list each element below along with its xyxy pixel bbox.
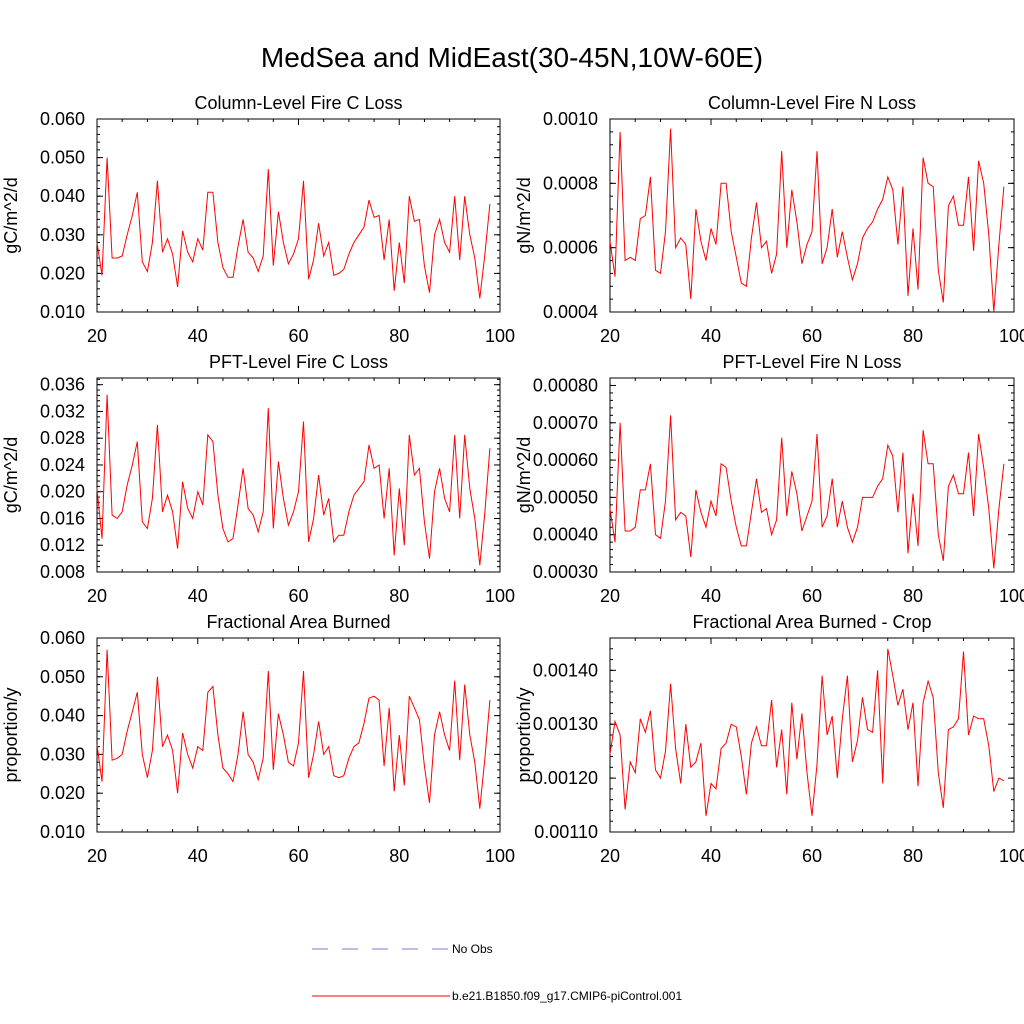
plot-frame — [96, 637, 501, 833]
x-tick-label: 40 — [188, 846, 208, 866]
y-axis-label: gN/m^2/d — [514, 177, 534, 253]
chart-panel-5: Fractional Area Burned proportion/y 20 40 60… — [1, 612, 515, 866]
x-tick-label: 80 — [903, 326, 923, 346]
y-tick-label: 0.030 — [40, 744, 85, 764]
x-tick-label: 20 — [87, 846, 107, 866]
panel-title: PFT-Level Fire N Loss — [722, 352, 901, 372]
x-tick-label: 40 — [701, 586, 721, 606]
plot-frame — [609, 637, 1015, 833]
y-tick-label: 0.060 — [40, 628, 85, 648]
x-tick-label: 80 — [389, 326, 409, 346]
x-tick-label: 20 — [600, 326, 620, 346]
x-tick-label: 60 — [288, 846, 308, 866]
x-tick-label: 80 — [903, 846, 923, 866]
y-tick-label: 0.040 — [40, 186, 85, 206]
panel-title: Fractional Area Burned - Crop — [692, 612, 931, 632]
y-tick-label: 0.00140 — [533, 660, 598, 680]
y-tick-label: 0.020 — [40, 783, 85, 803]
y-tick-label: 0.0008 — [543, 173, 598, 193]
plot-frame — [96, 377, 501, 573]
x-tick-label: 100 — [485, 326, 515, 346]
y-tick-label: 0.00030 — [533, 562, 598, 582]
y-tick-label: 0.00110 — [534, 822, 598, 842]
x-tick-label: 100 — [485, 586, 515, 606]
y-tick-label: 0.00130 — [533, 714, 598, 734]
y-tick-label: 0.00070 — [533, 413, 598, 433]
legend: No Obs b.e21.B1850.f09_g17.CMIP6-piContr… — [312, 942, 682, 1003]
x-tick-label: 100 — [999, 846, 1024, 866]
y-axis-label: gC/m^2/d — [1, 177, 21, 253]
series-line — [609, 415, 1005, 569]
x-tick-label: 60 — [288, 586, 308, 606]
x-tick-label: 60 — [802, 586, 822, 606]
y-tick-label: 0.010 — [40, 302, 85, 322]
y-axis-label: gN/m^2/d — [514, 437, 534, 513]
y-tick-label: 0.036 — [40, 375, 85, 395]
y-tick-label: 0.032 — [40, 401, 85, 421]
x-tick-label: 20 — [87, 586, 107, 606]
y-tick-label: 0.030 — [40, 225, 85, 245]
chart-panel-1: Column-Level Fire C Loss gC/m^2/d 20 40 60 80… — [1, 93, 515, 346]
y-tick-label: 0.020 — [40, 482, 85, 502]
plot-frame — [96, 118, 501, 313]
x-tick-label: 80 — [389, 586, 409, 606]
plot-frame — [609, 118, 1015, 313]
series-line — [96, 157, 491, 299]
y-tick-label: 0.024 — [40, 455, 85, 475]
x-tick-label: 40 — [188, 586, 208, 606]
y-tick-label: 0.050 — [40, 667, 85, 687]
y-tick-label: 0.060 — [40, 109, 85, 129]
y-tick-label: 0.016 — [40, 508, 85, 528]
y-tick-label: 0.012 — [40, 535, 85, 555]
y-tick-label: 0.040 — [40, 706, 85, 726]
series-line — [96, 394, 491, 566]
x-tick-label: 40 — [701, 326, 721, 346]
y-axis-label: gC/m^2/d — [1, 437, 21, 513]
x-tick-label: 20 — [600, 586, 620, 606]
panel-title: PFT-Level Fire C Loss — [209, 352, 388, 372]
y-axis-label: proportion/y — [514, 687, 534, 782]
y-tick-label: 0.00120 — [533, 768, 598, 788]
y-tick-label: 0.0006 — [543, 238, 598, 258]
chart-panel-6: Fractional Area Burned - Crop proportion/… — [514, 612, 1024, 866]
x-tick-label: 80 — [389, 846, 409, 866]
series-line — [609, 128, 1005, 313]
x-tick-label: 100 — [485, 846, 515, 866]
legend-model-label: b.e21.B1850.f09_g17.CMIP6-piControl.001 — [452, 989, 682, 1003]
y-tick-label: 0.00080 — [533, 375, 598, 395]
y-tick-label: 0.0010 — [543, 109, 598, 129]
series-line — [96, 649, 491, 809]
x-tick-label: 100 — [999, 586, 1024, 606]
panel-title: Column-Level Fire N Loss — [708, 93, 916, 113]
chart-panel-3: PFT-Level Fire C Loss gC/m^2/d 20 40 60 80 100… — [1, 352, 515, 606]
x-tick-label: 60 — [802, 846, 822, 866]
x-tick-label: 20 — [600, 846, 620, 866]
y-tick-label: 0.00050 — [533, 487, 598, 507]
chart-panel-2: Column-Level Fire N Loss gN/m^2/d 20 40 60 80… — [514, 93, 1024, 346]
x-tick-label: 60 — [288, 326, 308, 346]
panel-title: Column-Level Fire C Loss — [194, 93, 402, 113]
legend-no-obs-label: No Obs — [452, 942, 493, 956]
chart-panels: Column-Level Fire C Loss gC/m^2/d 20 40 60 80… — [1, 93, 1024, 866]
x-tick-label: 60 — [802, 326, 822, 346]
y-tick-label: 0.00060 — [533, 450, 598, 470]
y-tick-label: 0.050 — [40, 148, 85, 168]
x-tick-label: 40 — [188, 326, 208, 346]
x-tick-label: 20 — [87, 326, 107, 346]
y-tick-label: 0.010 — [40, 822, 85, 842]
x-tick-label: 80 — [903, 586, 923, 606]
x-tick-label: 100 — [999, 326, 1024, 346]
x-tick-label: 40 — [701, 846, 721, 866]
y-tick-label: 0.00040 — [533, 525, 598, 545]
chart-panel-4: PFT-Level Fire N Loss gN/m^2/d 20 40 60 80 10 0… — [514, 352, 1024, 606]
y-tick-label: 0.020 — [40, 263, 85, 283]
y-tick-label: 0.028 — [40, 428, 85, 448]
y-axis-label: proportion/y — [1, 687, 21, 782]
panel-title: Fractional Area Burned — [206, 612, 390, 632]
figure-title: MedSea and MidEast(30-45N,10W-60E) — [260, 42, 764, 73]
series-line — [609, 648, 1005, 816]
y-tick-label: 0.0004 — [543, 302, 598, 322]
y-tick-label: 0.008 — [40, 562, 85, 582]
